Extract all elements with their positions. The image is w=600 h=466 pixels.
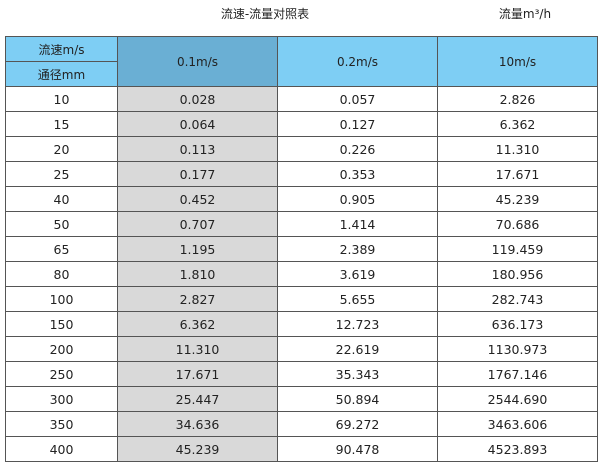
- flow-cell: 0.127: [277, 111, 438, 137]
- table-row: 100 2.827 5.655 282.743: [5, 286, 598, 312]
- diameter-cell: 200: [5, 336, 118, 362]
- flow-cell: 25.447: [117, 386, 278, 412]
- flow-cell: 0.226: [277, 136, 438, 162]
- table-row: 150 6.362 12.723 636.173: [5, 311, 598, 337]
- flow-cell: 22.619: [277, 336, 438, 362]
- table-row: 50 0.707 1.414 70.686: [5, 211, 598, 237]
- flow-cell: 45.239: [437, 186, 598, 212]
- flow-cell: 0.905: [277, 186, 438, 212]
- table-row: 40 0.452 0.905 45.239: [5, 186, 598, 212]
- flow-cell: 12.723: [277, 311, 438, 337]
- flow-cell: 119.459: [437, 236, 598, 262]
- table-row: 350 34.636 69.272 3463.606: [5, 411, 598, 437]
- flow-cell: 0.028: [117, 86, 278, 112]
- diameter-cell: 80: [5, 261, 118, 287]
- table-row: 10 0.028 0.057 2.826: [5, 86, 598, 112]
- flow-cell: 90.478: [277, 436, 438, 462]
- flow-cell: 1130.973: [437, 336, 598, 362]
- flow-cell: 70.686: [437, 211, 598, 237]
- table-row: 400 45.239 90.478 4523.893: [5, 436, 598, 462]
- flow-cell: 35.343: [277, 361, 438, 387]
- flow-cell: 11.310: [437, 136, 598, 162]
- flow-cell: 2544.690: [437, 386, 598, 412]
- diameter-cell: 150: [5, 311, 118, 337]
- flow-cell: 69.272: [277, 411, 438, 437]
- flow-cell: 1767.146: [437, 361, 598, 387]
- flow-cell: 180.956: [437, 261, 598, 287]
- table-title: 流速-流量对照表: [220, 7, 310, 21]
- flow-cell: 3.619: [277, 261, 438, 287]
- flow-cell: 0.452: [117, 186, 278, 212]
- diameter-cell: 65: [5, 236, 118, 262]
- corner-diameter-label: 通径mm: [5, 61, 118, 87]
- diameter-cell: 50: [5, 211, 118, 237]
- flow-cell: 0.064: [117, 111, 278, 137]
- flow-cell: 17.671: [117, 361, 278, 387]
- flow-cell: 45.239: [117, 436, 278, 462]
- flow-cell: 0.707: [117, 211, 278, 237]
- table-row: 15 0.064 0.127 6.362: [5, 111, 598, 137]
- flow-cell: 11.310: [117, 336, 278, 362]
- flow-cell: 5.655: [277, 286, 438, 312]
- flow-cell: 636.173: [437, 311, 598, 337]
- diameter-cell: 250: [5, 361, 118, 387]
- flow-cell: 2.826: [437, 86, 598, 112]
- flow-cell: 0.113: [117, 136, 278, 162]
- table-row: 25 0.177 0.353 17.671: [5, 161, 598, 187]
- diameter-cell: 10: [5, 86, 118, 112]
- flow-cell: 1.414: [277, 211, 438, 237]
- flow-cell: 17.671: [437, 161, 598, 187]
- diameter-cell: 100: [5, 286, 118, 312]
- flow-cell: 6.362: [117, 311, 278, 337]
- flow-cell: 0.057: [277, 86, 438, 112]
- header-row: 流速m/s 0.1m/s 0.2m/s 10m/s: [5, 36, 598, 87]
- flow-cell: 1.810: [117, 261, 278, 287]
- flow-cell: 3463.606: [437, 411, 598, 437]
- column-header: 10m/s: [437, 36, 598, 87]
- flow-cell: 34.636: [117, 411, 278, 437]
- unit-label: 流量m³/h: [498, 7, 552, 21]
- diameter-cell: 15: [5, 111, 118, 137]
- header-row: 通径mm: [5, 61, 598, 87]
- flow-rate-table: 流速m/s 0.1m/s 0.2m/s 10m/s 通径mm 10 0.028 0.…: [5, 36, 598, 462]
- table-row: 20 0.113 0.226 11.310: [5, 136, 598, 162]
- table-row: 65 1.195 2.389 119.459: [5, 236, 598, 262]
- diameter-cell: 40: [5, 186, 118, 212]
- flow-cell: 2.827: [117, 286, 278, 312]
- corner-velocity-label: 流速m/s: [5, 36, 118, 62]
- flow-cell: 282.743: [437, 286, 598, 312]
- column-header: 0.1m/s: [117, 36, 278, 87]
- flow-cell: 0.353: [277, 161, 438, 187]
- table-row: 80 1.810 3.619 180.956: [5, 261, 598, 287]
- flow-cell: 4523.893: [437, 436, 598, 462]
- diameter-cell: 300: [5, 386, 118, 412]
- flow-cell: 6.362: [437, 111, 598, 137]
- flow-cell: 1.195: [117, 236, 278, 262]
- table-row: 250 17.671 35.343 1767.146: [5, 361, 598, 387]
- column-header: 0.2m/s: [277, 36, 438, 87]
- diameter-cell: 25: [5, 161, 118, 187]
- diameter-cell: 20: [5, 136, 118, 162]
- flow-cell: 0.177: [117, 161, 278, 187]
- table-row: 200 11.310 22.619 1130.973: [5, 336, 598, 362]
- diameter-cell: 400: [5, 436, 118, 462]
- table-row: 300 25.447 50.894 2544.690: [5, 386, 598, 412]
- diameter-cell: 350: [5, 411, 118, 437]
- flow-cell: 2.389: [277, 236, 438, 262]
- flow-cell: 50.894: [277, 386, 438, 412]
